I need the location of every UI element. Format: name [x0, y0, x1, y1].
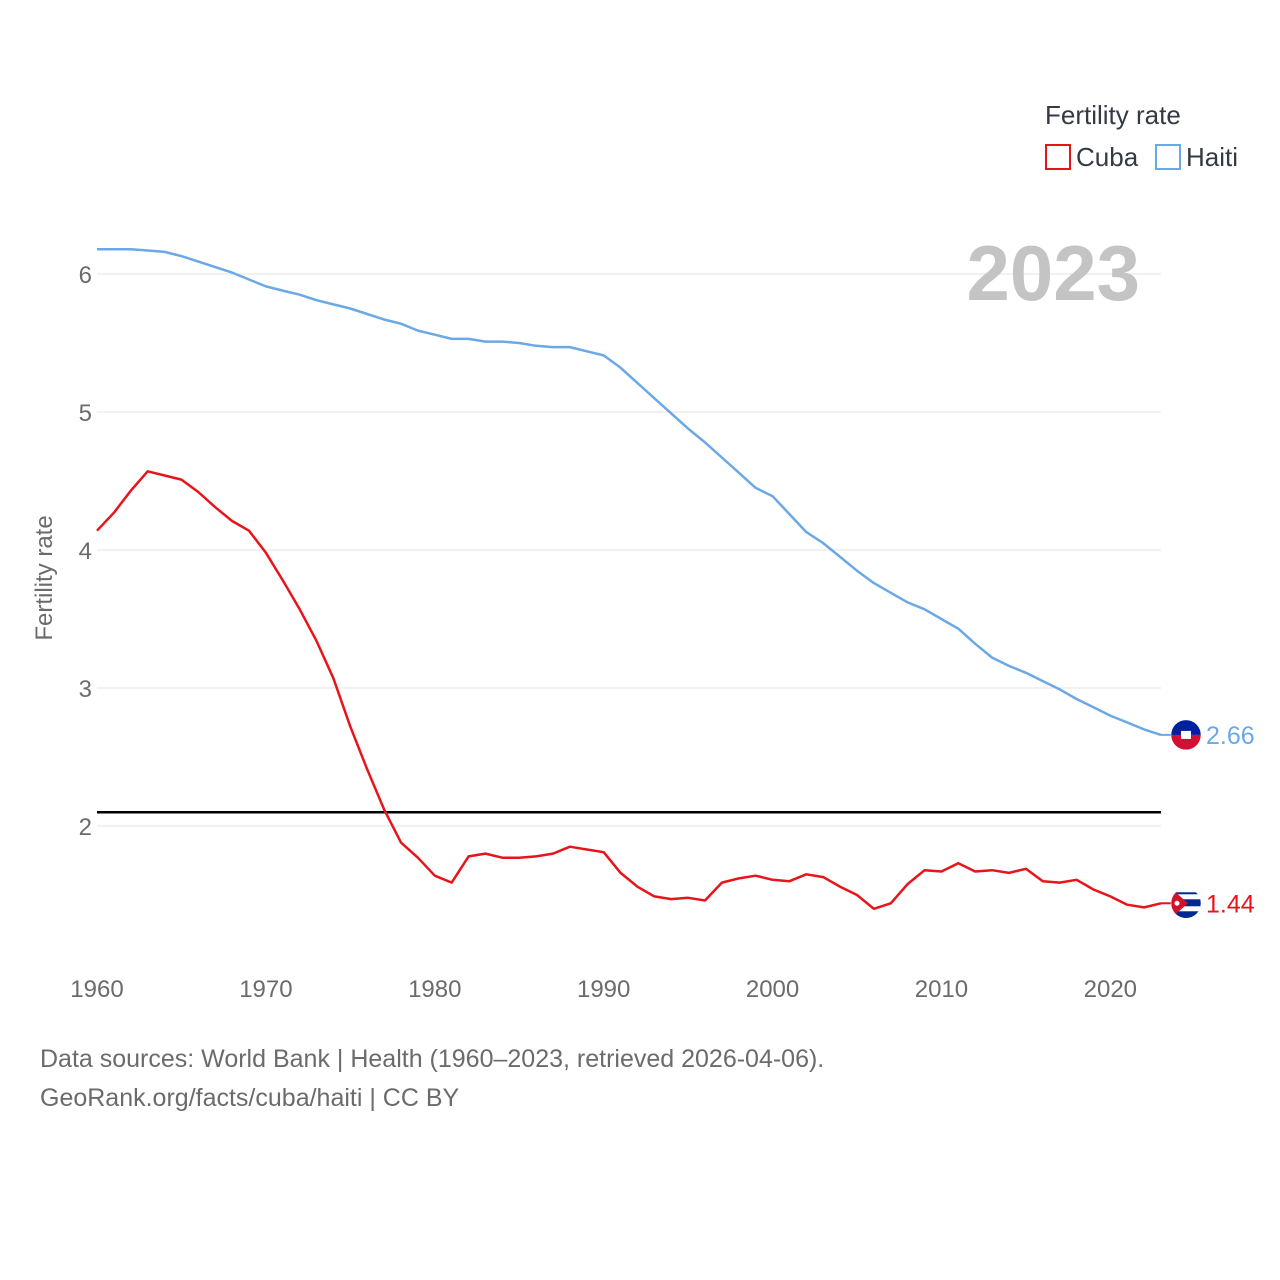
x-tick-label-1960: 1960: [70, 976, 123, 1003]
series-lines: [96, 247, 1162, 911]
series-line-haiti: [97, 247, 1162, 737]
y-tick-label-2: 2: [79, 814, 92, 841]
gridlines: [97, 273, 1161, 827]
legend: Fertility rate Cuba Haiti: [1045, 100, 1238, 172]
x-axis-ticks: 1960 1970 1980 1990 2000 2010 2020: [70, 976, 1137, 1003]
end-markers: 1.44 2.66: [1161, 719, 1255, 919]
series-line-cuba: [96, 470, 1162, 911]
y-tick-label-6: 6: [79, 262, 92, 289]
end-value-haiti: 2.66: [1206, 722, 1255, 750]
legend-title: Fertility rate: [1045, 100, 1181, 130]
source-line-2: GeoRank.org/facts/cuba/haiti | CC BY: [40, 1084, 460, 1112]
cuba-flag-icon: [1170, 888, 1202, 919]
x-tick-label-1980: 1980: [408, 976, 461, 1003]
legend-swatch-cuba: [1045, 144, 1071, 170]
y-axis-label: Fertility rate: [31, 515, 58, 640]
y-tick-label-4: 4: [79, 538, 92, 565]
y-axis-ticks: 2 3 4 5 6: [79, 262, 92, 841]
x-tick-label-2010: 2010: [915, 976, 968, 1003]
x-tick-label-2020: 2020: [1084, 976, 1137, 1003]
legend-label-haiti: Haiti: [1186, 142, 1238, 172]
legend-item-haiti[interactable]: Haiti: [1155, 142, 1238, 172]
end-value-cuba: 1.44: [1206, 890, 1255, 918]
legend-item-cuba[interactable]: Cuba: [1045, 142, 1139, 172]
y-tick-label-3: 3: [79, 676, 92, 703]
x-tick-label-1970: 1970: [239, 976, 292, 1003]
year-watermark: 2023: [966, 229, 1140, 317]
x-tick-label-1990: 1990: [577, 976, 630, 1003]
legend-label-cuba: Cuba: [1076, 142, 1139, 172]
y-tick-label-5: 5: [79, 400, 92, 427]
haiti-flag-icon: [1170, 719, 1202, 751]
source-line-1: Data sources: World Bank | Health (1960–…: [40, 1045, 825, 1073]
x-tick-label-2000: 2000: [746, 976, 799, 1003]
legend-swatch-haiti: [1155, 144, 1181, 170]
